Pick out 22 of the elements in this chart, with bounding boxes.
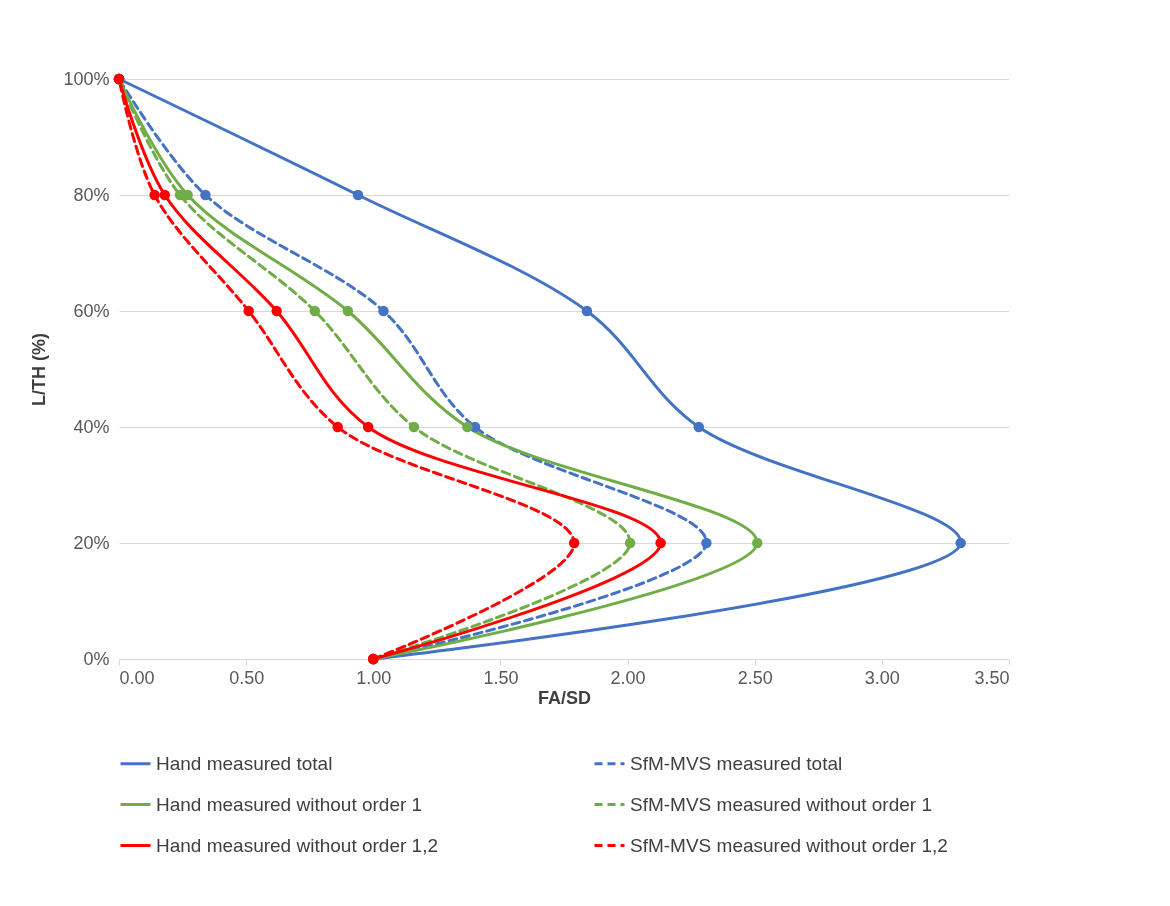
y-tick-label: 0% [83, 648, 110, 669]
x-axis-title: FA/SD [537, 687, 592, 708]
y-axis-title: L/TH (%) [29, 333, 50, 406]
x-tick-label: 3.50 [974, 667, 1010, 688]
y-tick-label: 80% [73, 184, 110, 205]
legend-label: Hand measured without order 1 [156, 793, 423, 815]
y-tick-label: 60% [73, 300, 110, 321]
y-tick-label: 20% [73, 532, 110, 553]
x-tick-label: 0.50 [229, 667, 265, 688]
x-tick-label: 2.00 [610, 667, 646, 688]
legend-label: SfM-MVS measured without order 1 [630, 793, 933, 815]
x-tick-label: 3.00 [864, 667, 900, 688]
y-tick-label: 100% [63, 68, 110, 89]
legend-label: SfM-MVS measured total [630, 752, 843, 774]
legend-label: Hand measured without order 1,2 [156, 834, 438, 856]
legend-label: SfM-MVS measured without order 1,2 [630, 834, 948, 856]
x-tick-label: 1.00 [356, 667, 392, 688]
y-tick-label: 40% [73, 416, 110, 437]
x-tick-label: 2.50 [737, 667, 773, 688]
x-tick-label: 1.50 [483, 667, 519, 688]
legend-label: Hand measured total [156, 752, 333, 774]
x-tick-label: 0.00 [119, 667, 155, 688]
